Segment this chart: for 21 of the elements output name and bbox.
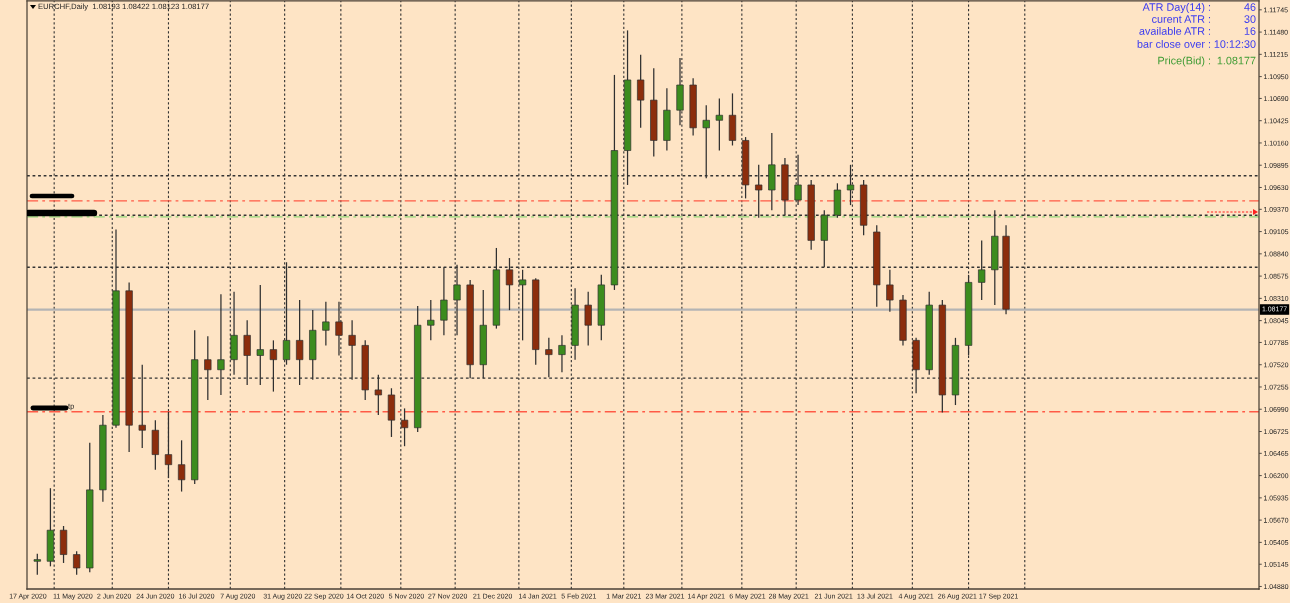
candlestick: [715, 97, 723, 152]
annotation: curent ATR :: [1152, 15, 1211, 23]
annotation: ATR Day(14) :: [1142, 2, 1211, 14]
annotation: 16: [1244, 27, 1256, 35]
candlestick: [177, 439, 186, 493]
annotation: 46: [1244, 3, 1256, 11]
candlestick: [322, 301, 330, 347]
candlestick: [33, 553, 41, 576]
annotation: bar close over :: [1137, 39, 1211, 48]
candlestick: [558, 334, 566, 373]
annotation: Price(Bid) :: [1158, 56, 1211, 67]
candlestick: [584, 291, 592, 347]
annotation: available ATR :: [1139, 26, 1211, 35]
annotation: 30: [1244, 15, 1256, 23]
candlestick: [886, 269, 894, 313]
annotation: 1.08177: [1217, 56, 1256, 65]
candlestick: [73, 550, 81, 576]
candlestick: [637, 54, 645, 129]
candlestick: [427, 299, 435, 341]
annotation: 10:12:30: [1214, 40, 1256, 48]
candlestick: [545, 337, 553, 378]
